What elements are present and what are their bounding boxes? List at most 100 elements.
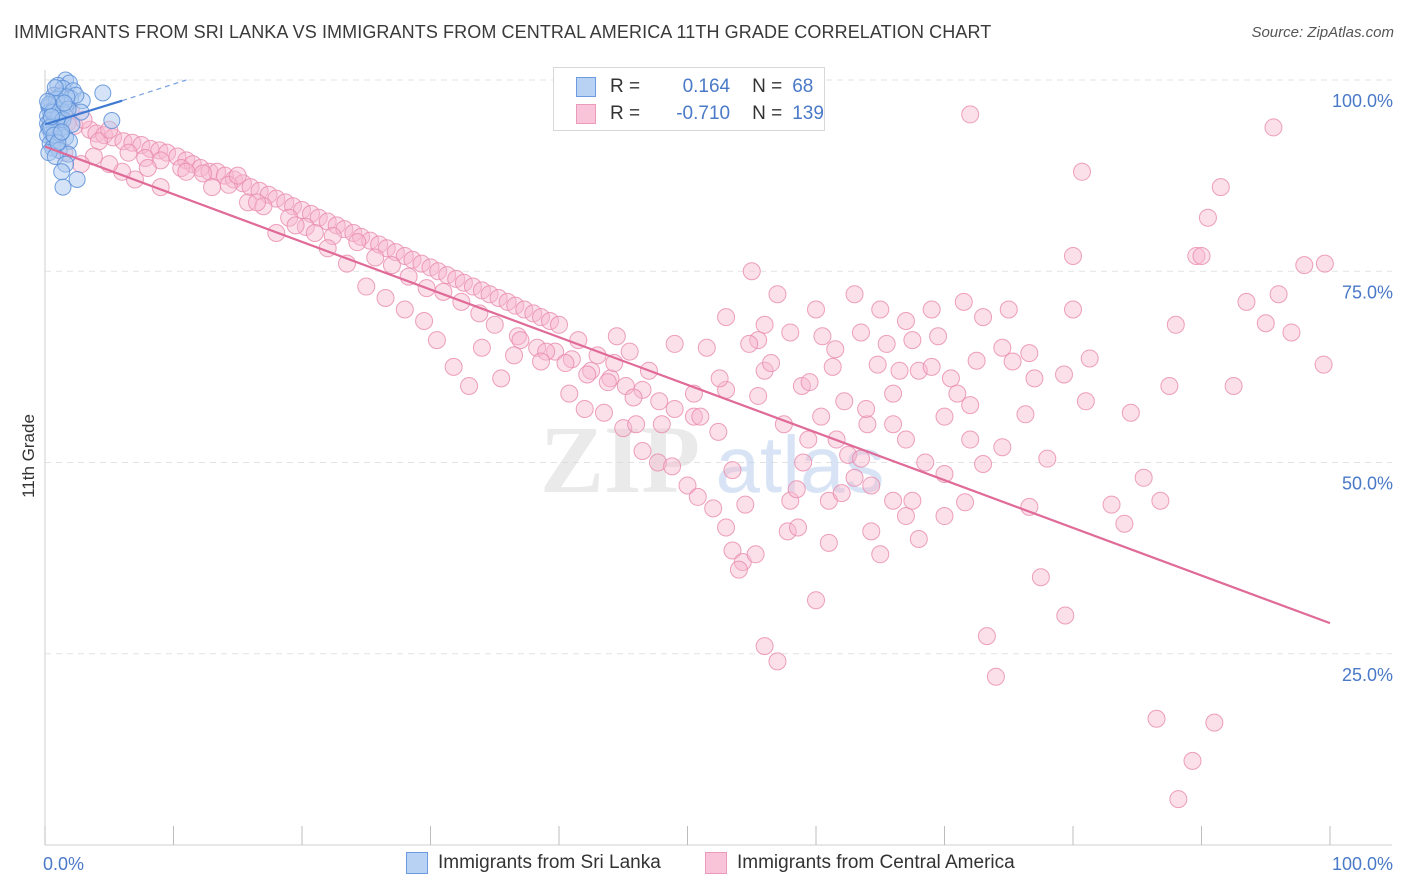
data-point-central-america — [993, 438, 1012, 457]
data-point-central-america — [280, 208, 299, 227]
data-point-central-america — [1160, 377, 1179, 395]
data-point-central-america — [935, 507, 954, 526]
data-point-central-america — [1314, 355, 1333, 374]
data-point-central-america — [684, 407, 703, 426]
source-label: Source: ZipAtlas.com — [1251, 24, 1394, 41]
legend-r-label: R = — [610, 76, 641, 97]
data-point-central-america — [704, 499, 723, 518]
central-america-points — [43, 86, 1334, 809]
data-point-central-america — [1211, 178, 1230, 197]
data-point-central-america — [956, 493, 975, 512]
data-point-central-america — [429, 262, 448, 281]
data-point-central-america — [1183, 751, 1202, 770]
data-point-central-america — [961, 105, 980, 124]
data-point-central-america — [492, 369, 511, 388]
x-tick-label: 0.0% — [43, 854, 84, 874]
data-point-central-america — [1237, 292, 1256, 311]
data-point-central-america — [903, 491, 922, 510]
data-point-central-america — [813, 327, 832, 346]
data-point-central-america — [624, 388, 643, 407]
tick-labels: 25.0% 50.0% 75.0% 100.0% 0.0% 100.0% — [43, 91, 1393, 874]
bottom-legend-label: Immigrants from Sri Lanka — [438, 852, 661, 873]
data-point-central-america — [688, 487, 707, 506]
data-point-central-america — [851, 449, 870, 468]
data-point-central-america — [1055, 365, 1074, 384]
data-point-central-america — [335, 220, 354, 239]
data-point-central-america — [799, 430, 818, 449]
data-point-central-america — [1192, 246, 1211, 265]
data-point-central-america — [1315, 254, 1334, 273]
data-point-central-america — [884, 384, 903, 403]
data-point-central-america — [862, 522, 881, 541]
data-point-central-america — [896, 507, 915, 526]
data-point-central-america — [823, 357, 842, 376]
legend-n-label: N = — [752, 76, 783, 97]
gridlines — [45, 79, 1392, 655]
data-point-sri-lanka — [103, 112, 121, 130]
data-point-central-america — [1147, 709, 1166, 728]
data-point-central-america — [999, 300, 1018, 319]
data-point-central-america — [1076, 392, 1095, 411]
data-point-central-america — [755, 637, 774, 656]
data-point-central-america — [248, 193, 267, 212]
data-point-central-america — [977, 627, 996, 646]
data-point-central-america — [1016, 405, 1035, 424]
y-tick-label: 100.0% — [1332, 91, 1393, 111]
bottom-legend-sri-lanka: Immigrants from Sri Lanka — [406, 852, 661, 874]
data-point-central-america — [460, 377, 479, 395]
data-point-central-america — [755, 361, 774, 380]
watermark-zip: ZIP — [540, 406, 700, 513]
data-point-central-america — [768, 652, 787, 671]
data-point-central-america — [961, 430, 980, 449]
data-point-central-america — [598, 373, 617, 392]
data-point-central-america — [740, 334, 759, 353]
data-point-central-america — [941, 369, 960, 388]
y-tick-label: 75.0% — [1342, 282, 1393, 302]
bottom-legend-swatch-blue — [406, 852, 428, 874]
data-point-central-america — [871, 300, 890, 319]
data-point-central-america — [250, 181, 269, 200]
data-point-central-america — [709, 422, 728, 441]
data-point-central-america — [532, 308, 551, 327]
x-tick-label: 100.0% — [1332, 854, 1393, 874]
data-point-central-america — [729, 560, 748, 579]
watermark-atlas: atlas — [716, 420, 885, 509]
data-point-central-america — [717, 518, 736, 537]
data-point-central-america — [749, 331, 768, 350]
data-point-central-america — [620, 342, 639, 361]
data-point-central-america — [781, 323, 800, 342]
data-point-central-america — [515, 300, 534, 319]
legend-r-label: R = — [610, 103, 641, 124]
data-point-central-america — [119, 143, 138, 162]
data-point-central-america — [929, 327, 948, 346]
data-point-central-america — [974, 308, 993, 327]
data-point-central-america — [1064, 300, 1082, 319]
data-point-central-america — [954, 292, 973, 311]
data-point-central-america — [1064, 246, 1082, 265]
data-point-central-america — [868, 355, 887, 374]
data-point-central-america — [663, 457, 682, 476]
data-point-central-america — [575, 399, 594, 418]
data-point-sri-lanka — [55, 94, 73, 112]
legend-swatch-pink — [576, 104, 596, 124]
data-point-central-america — [463, 277, 482, 296]
data-point-central-america — [403, 250, 422, 269]
data-point-central-america — [438, 266, 457, 285]
trendline-sri-lanka-extension — [121, 79, 187, 102]
data-point-central-america — [697, 338, 716, 357]
data-point-central-america — [896, 430, 915, 449]
y-tick-label: 25.0% — [1342, 665, 1393, 685]
data-point-central-america — [916, 453, 935, 472]
data-point-central-america — [1102, 495, 1121, 514]
data-point-central-america — [1282, 323, 1301, 342]
data-point-central-america — [415, 311, 434, 330]
data-point-central-america — [472, 338, 491, 357]
data-point-central-america — [890, 361, 909, 380]
data-point-central-america — [505, 346, 524, 365]
data-point-central-america — [1264, 118, 1283, 137]
data-point-central-america — [665, 399, 684, 418]
data-point-central-america — [532, 352, 551, 371]
legend-n-label: N = — [752, 103, 783, 124]
data-point-central-america — [1151, 491, 1170, 510]
